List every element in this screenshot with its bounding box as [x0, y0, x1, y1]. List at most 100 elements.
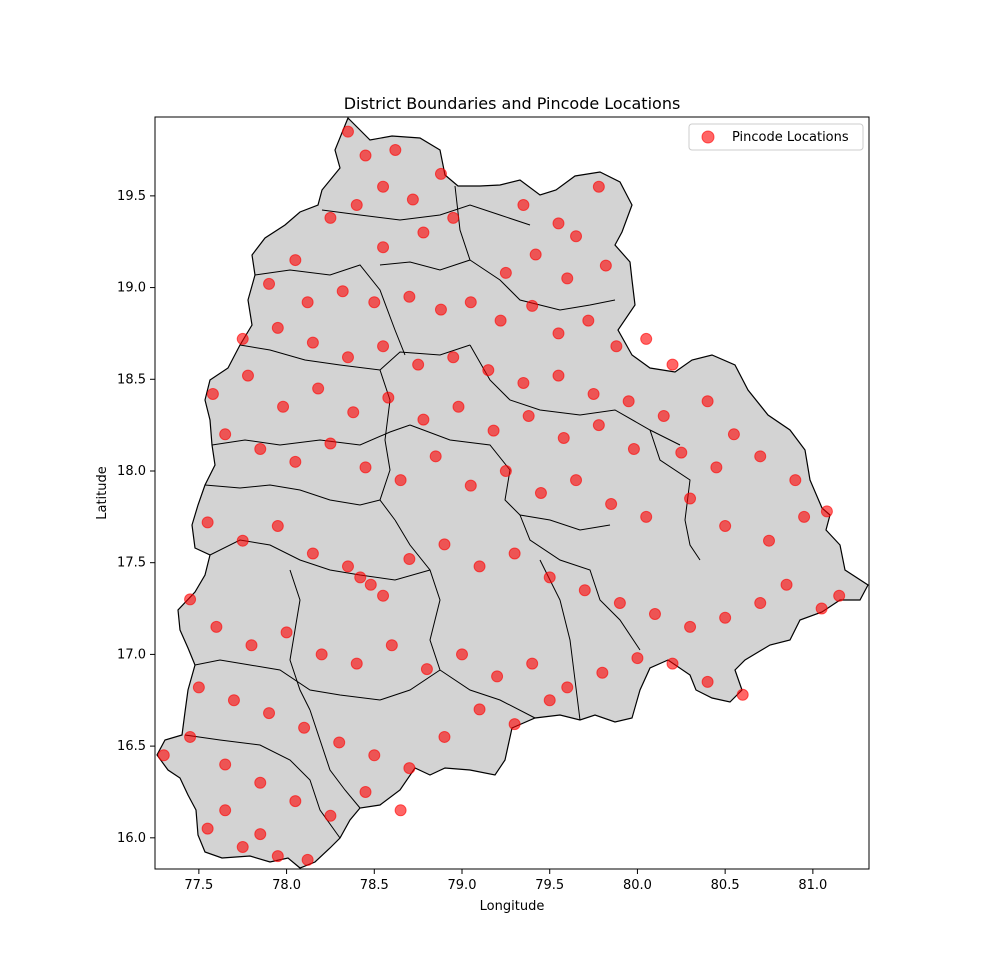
pincode-point: [306, 336, 319, 349]
district-line: [321, 204, 531, 226]
pincode-point: [557, 431, 570, 444]
y-tick-label: 17.0: [117, 647, 146, 662]
pincode-point: [499, 266, 512, 279]
district-line: [289, 569, 311, 711]
y-tick-label: 18.0: [117, 464, 146, 479]
pincode-point: [596, 666, 609, 679]
x-tick-label: 81.0: [798, 878, 827, 893]
pincode-point: [499, 464, 512, 477]
y-tick-label: 17.5: [117, 556, 146, 571]
pincode-point: [389, 144, 402, 157]
plot-frame: [154, 116, 870, 870]
pincode-point: [452, 400, 465, 413]
pincode-point: [710, 461, 723, 474]
pincode-point: [412, 358, 425, 371]
district-boundaries: [156, 116, 869, 869]
pincode-point: [613, 597, 626, 610]
pincode-point: [403, 290, 416, 303]
pincode-point: [341, 351, 354, 364]
district-line: [184, 734, 341, 839]
pincode-point: [754, 597, 767, 610]
pincode-point: [210, 620, 223, 633]
pincode-point: [464, 479, 477, 492]
pincode-point: [491, 670, 504, 683]
pincode-point: [289, 254, 302, 267]
pincode-point: [561, 681, 574, 694]
district-line: [469, 259, 616, 311]
y-tick-label: 16.0: [117, 831, 146, 846]
pincode-point: [473, 560, 486, 573]
pincode-point: [570, 474, 583, 487]
district-line: [194, 659, 441, 701]
x-tick-label: 79.5: [535, 878, 564, 893]
chart-title: District Boundaries and Pincode Location…: [344, 94, 681, 113]
pincode-point: [403, 553, 416, 566]
y-tick-label: 19.0: [117, 281, 146, 296]
pincode-point: [227, 694, 240, 707]
pincode-point: [701, 675, 714, 688]
pincode-point: [406, 193, 419, 206]
district-line: [469, 344, 681, 446]
pincode-point: [494, 314, 507, 327]
district-lines: [184, 185, 701, 839]
pincode-point: [627, 442, 640, 455]
pincode-point: [578, 584, 591, 597]
pincode-point: [592, 419, 605, 432]
pincode-point: [482, 364, 495, 377]
district-line: [309, 709, 361, 809]
pincode-point: [271, 321, 284, 334]
pincode-point: [333, 736, 346, 749]
pincode-point: [599, 259, 612, 272]
pincode-point: [434, 303, 447, 316]
x-axis-label: Longitude: [480, 899, 545, 914]
pincode-point: [377, 180, 390, 193]
legend-marker: [701, 130, 715, 144]
pincode-point: [434, 167, 447, 180]
pincode-point: [798, 510, 811, 523]
pincode-point: [350, 199, 363, 212]
pincode-point: [763, 534, 776, 547]
pincode-point: [382, 391, 395, 404]
y-axis-ticks: 16.0 16.5 17.0 17.5 18.0 18.5 19.0 19.5: [117, 189, 155, 846]
pincode-point: [675, 446, 688, 459]
district-line: [539, 559, 581, 721]
pincode-point: [727, 428, 740, 441]
pincode-point: [456, 648, 469, 661]
district-line: [409, 424, 611, 531]
district-line: [204, 484, 381, 506]
pincode-point: [648, 608, 661, 621]
pincode-point: [236, 332, 249, 345]
district-line: [239, 344, 471, 371]
x-tick-label: 80.0: [623, 878, 652, 893]
pincode-point: [271, 520, 284, 533]
pincode-point: [301, 853, 314, 866]
pincode-point: [789, 474, 802, 487]
pincode-point: [354, 571, 367, 584]
pincode-point: [219, 804, 232, 817]
pincode-point: [341, 125, 354, 138]
x-tick-label: 78.0: [272, 878, 301, 893]
pincode-point: [312, 382, 325, 395]
pincode-point: [377, 340, 390, 353]
pincode-point: [529, 248, 542, 261]
pincode-point: [403, 762, 416, 775]
pincode-point: [236, 534, 249, 547]
state-boundary: [156, 116, 869, 869]
pincode-point: [241, 369, 254, 382]
pincode-point: [526, 657, 539, 670]
pincode-point: [666, 657, 679, 670]
pincode-point: [324, 211, 337, 224]
pincode-point: [473, 703, 486, 716]
pincode-point: [280, 626, 293, 639]
pincode-point: [301, 296, 314, 309]
pincode-point: [377, 241, 390, 254]
pincode-point: [394, 804, 407, 817]
pincode-point: [417, 226, 430, 239]
plot-area: [154, 116, 870, 870]
pincode-point: [254, 442, 267, 455]
pincode-point: [368, 296, 381, 309]
pincode-point: [666, 358, 679, 371]
legend-box: [688, 123, 864, 151]
pincode-point: [640, 510, 653, 523]
pincode-point: [684, 492, 697, 505]
